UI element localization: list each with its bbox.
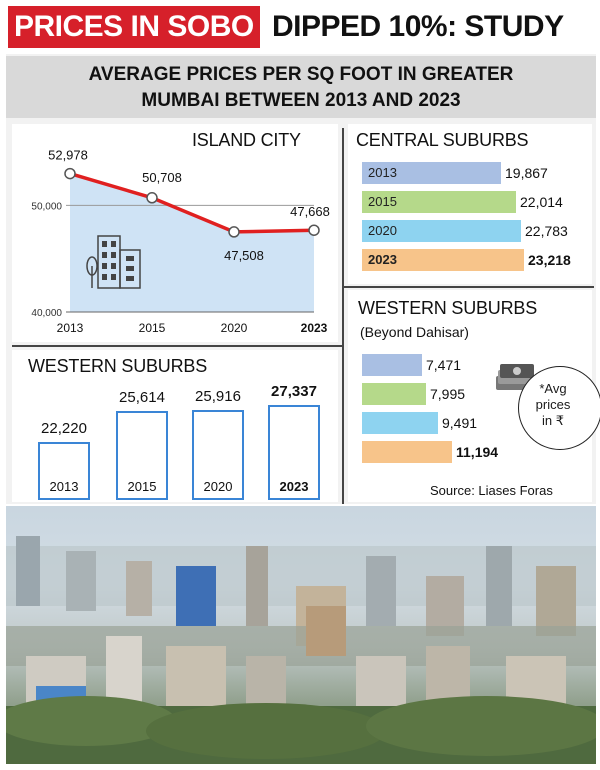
bar-category-label: 2015 xyxy=(127,479,157,494)
bar-value-label: 25,916 xyxy=(195,388,241,405)
bar-category-label: 2020 xyxy=(368,223,397,238)
x-tick-label: 2023 xyxy=(301,321,328,335)
central-suburbs-box: CENTRAL SUBURBS 2013 19,867 2015 22,014 2020… xyxy=(348,124,592,284)
bar xyxy=(362,383,426,405)
bar-category-label: 2023 xyxy=(279,479,309,494)
western-suburbs-box: WESTERN SUBURBS 2013 22,220 2015 25,614 2020… xyxy=(12,350,338,502)
data-label: 50,708 xyxy=(142,170,182,185)
bar-value-label: 11,194 xyxy=(456,444,499,460)
bar xyxy=(362,220,521,242)
building-window xyxy=(102,252,107,258)
bar-value-label: 23,218 xyxy=(528,252,571,268)
bar: 2013 xyxy=(38,442,90,500)
cash-stack-icon xyxy=(496,364,534,390)
skyline-illustration xyxy=(6,536,596,764)
building-window xyxy=(111,274,116,280)
bar-value-label: 7,471 xyxy=(426,357,462,373)
divider-right xyxy=(344,286,594,288)
subheadline-line-1: AVERAGE PRICES PER SQ FOOT IN GREATER xyxy=(88,64,514,85)
data-label: 47,508 xyxy=(224,248,264,263)
note-line-3: in ₹ xyxy=(541,413,564,428)
headline-highlight: PRICES IN SOBO xyxy=(8,6,260,48)
bar-category-label: 2013 xyxy=(368,165,397,180)
bar xyxy=(362,354,422,376)
data-label: 52,978 xyxy=(48,148,88,163)
island-city-chart: 50,000 40,000 52,978 50,708 47,508 47,668 2013… xyxy=(31,148,330,335)
bar xyxy=(362,441,452,463)
data-point xyxy=(308,224,320,236)
y-tick-label: 40,000 xyxy=(31,308,62,319)
vertical-divider xyxy=(342,128,344,504)
building-window xyxy=(126,256,134,261)
bar xyxy=(362,191,516,213)
building-window xyxy=(126,276,134,281)
x-tick-label: 2015 xyxy=(139,321,166,335)
data-point xyxy=(228,226,240,238)
bar-value-label: 22,220 xyxy=(41,420,87,437)
beyond-dahisar-title: WESTERN SUBURBS xyxy=(358,298,538,318)
source-credit: Source: Liases Foras xyxy=(430,483,553,498)
building-window xyxy=(102,241,107,247)
bar xyxy=(362,412,438,434)
bar-value-label: 9,491 xyxy=(442,415,478,431)
beyond-dahisar-box: WESTERN SUBURBS (Beyond Dahisar) 7,471 7,… xyxy=(348,290,600,502)
headline: PRICES IN SOBO DIPPED 10%: STUDY xyxy=(0,0,600,52)
note-line-2: prices xyxy=(535,397,571,412)
tree-crown xyxy=(86,256,98,276)
bar: 2020 xyxy=(192,410,244,500)
data-point xyxy=(146,192,158,204)
island-city-title: ISLAND CITY xyxy=(192,130,301,150)
subheadline-line-2: MUMBAI BETWEEN 2013 AND 2023 xyxy=(141,90,461,111)
divider-left xyxy=(12,345,342,347)
bar-value-label: 19,867 xyxy=(505,165,548,181)
headline-text: DIPPED 10%: STUDY xyxy=(272,10,564,43)
building-window xyxy=(102,263,107,269)
bar xyxy=(362,162,501,184)
beyond-dahisar-subtitle: (Beyond Dahisar) xyxy=(360,324,469,340)
building-window xyxy=(111,263,116,269)
bar-category-label: 2023 xyxy=(368,252,397,267)
bar: 2015 xyxy=(116,411,168,500)
building-block xyxy=(119,249,141,289)
building-icon xyxy=(86,235,141,289)
bar xyxy=(362,249,524,271)
bar-value-label: 22,014 xyxy=(520,194,563,210)
building-window xyxy=(111,252,116,258)
data-label: 47,668 xyxy=(290,204,330,219)
mumbai-skyline-photo xyxy=(6,506,596,764)
note-badge: *Avg prices in ₹ xyxy=(518,366,600,450)
bar-value-label: 22,783 xyxy=(525,223,568,239)
bar-value-label: 7,995 xyxy=(430,386,466,402)
island-city-box: 50,000 40,000 52,978 50,708 47,508 47,668 2013… xyxy=(12,124,338,342)
subheadline: AVERAGE PRICES PER SQ FOOT IN GREATER MU… xyxy=(6,56,596,118)
x-tick-label: 2013 xyxy=(57,321,84,335)
building-window xyxy=(126,266,134,271)
bar-category-label: 2020 xyxy=(203,479,233,494)
building-window xyxy=(111,241,116,247)
bar-category-label: 2013 xyxy=(49,479,79,494)
y-tick-label: 50,000 xyxy=(31,201,62,212)
central-suburbs-title: CENTRAL SUBURBS xyxy=(356,130,529,150)
bar-value-label: 25,614 xyxy=(119,389,165,406)
bar-category-label: 2015 xyxy=(368,194,397,209)
series-line xyxy=(69,171,315,234)
building-window xyxy=(102,274,107,280)
data-point xyxy=(64,167,76,180)
note-line-1: *Avg xyxy=(539,381,567,396)
x-tick-label: 2020 xyxy=(221,321,248,335)
bar-value-label: 27,337 xyxy=(271,383,317,400)
western-suburbs-title: WESTERN SUBURBS xyxy=(28,356,208,376)
bar: 2023 xyxy=(268,405,320,500)
